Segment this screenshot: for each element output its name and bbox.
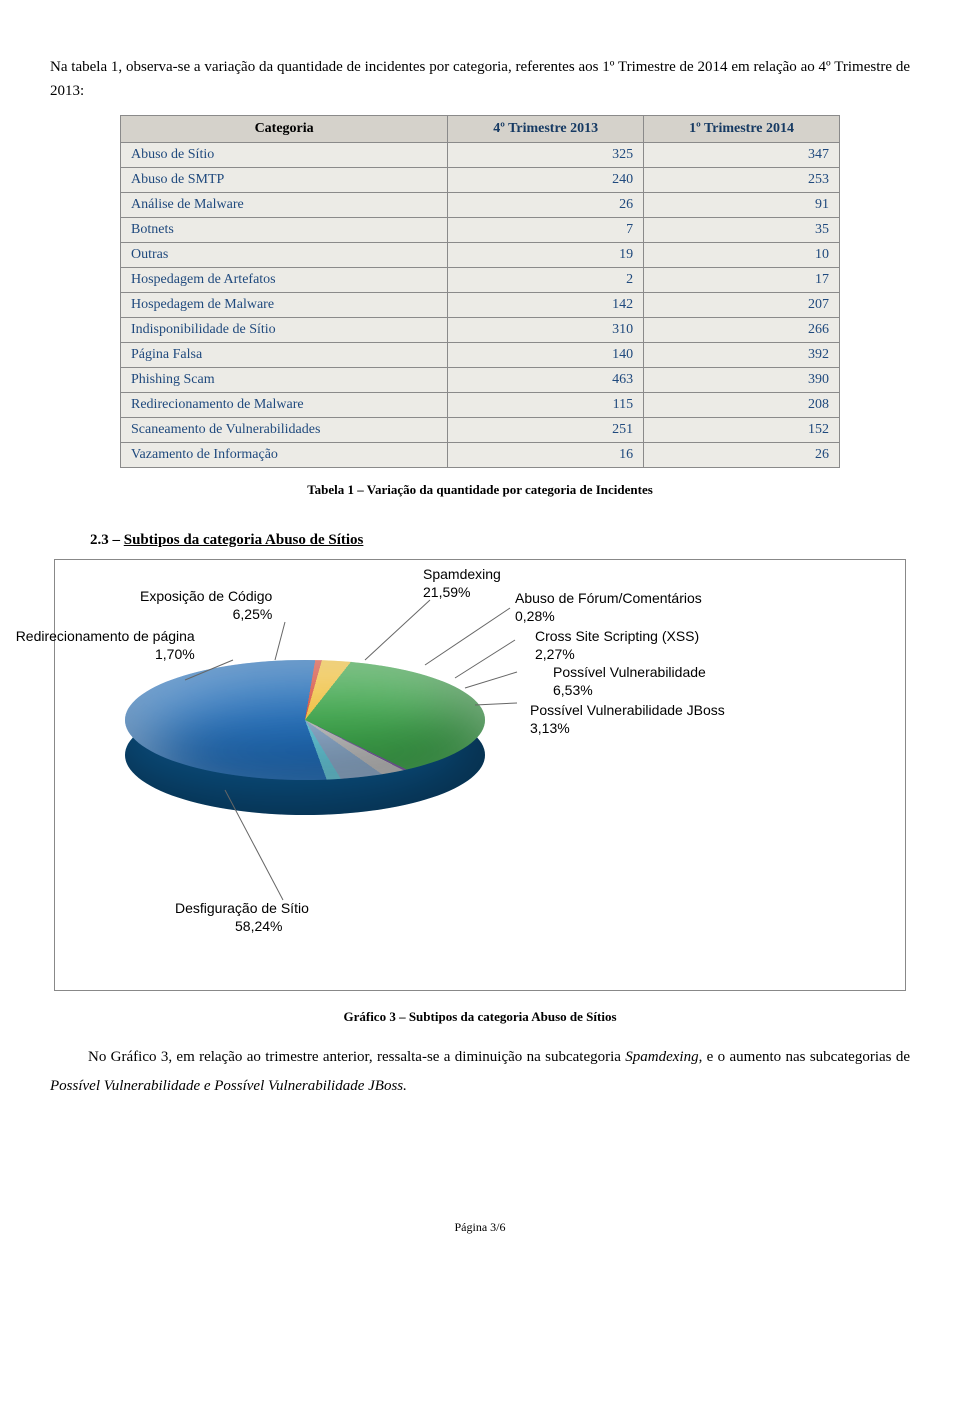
- label-jboss-name: Possível Vulnerabilidade JBoss: [530, 702, 725, 718]
- cell-q4: 16: [448, 443, 644, 468]
- label-xss-name: Cross Site Scripting (XSS): [535, 628, 699, 644]
- cell-q1: 91: [644, 193, 840, 218]
- cell-q4: 325: [448, 143, 644, 168]
- table-row: Botnets735: [121, 218, 840, 243]
- label-spamdexing-name: Spamdexing: [423, 566, 501, 582]
- table-caption: Tabela 1 – Variação da quantidade por ca…: [50, 482, 910, 498]
- col-header-q1-2014: 1º Trimestre 2014: [644, 116, 840, 143]
- table-row: Abuso de Sítio325347: [121, 143, 840, 168]
- label-exposicao: Exposição de Código 6,25%: [140, 588, 272, 623]
- table-header-row: Categoria 4º Trimestre 2013 1º Trimestre…: [121, 116, 840, 143]
- label-xss-pct: 2,27%: [535, 646, 575, 662]
- col-header-q4-2013: 4º Trimestre 2013: [448, 116, 644, 143]
- label-spamdexing-pct: 21,59%: [423, 584, 470, 600]
- para-text-1: No Gráfico 3, em relação ao trimestre an…: [88, 1049, 625, 1065]
- table-row: Scaneamento de Vulnerabilidades251152: [121, 418, 840, 443]
- cell-q1: 253: [644, 168, 840, 193]
- cell-q4: 19: [448, 243, 644, 268]
- cell-categoria: Scaneamento de Vulnerabilidades: [121, 418, 448, 443]
- cell-q4: 310: [448, 318, 644, 343]
- cell-q1: 207: [644, 293, 840, 318]
- cell-q1: 208: [644, 393, 840, 418]
- cell-q4: 251: [448, 418, 644, 443]
- cell-q1: 26: [644, 443, 840, 468]
- table-row: Página Falsa140392: [121, 343, 840, 368]
- table-row: Hospedagem de Malware142207: [121, 293, 840, 318]
- label-desfig-pct: 58,24%: [175, 918, 282, 934]
- col-header-categoria: Categoria: [121, 116, 448, 143]
- cell-q4: 463: [448, 368, 644, 393]
- label-exposicao-name: Exposição de Código: [140, 588, 272, 604]
- para-italic-vuln: Possível Vulnerabilidade e Possível Vuln…: [50, 1078, 407, 1094]
- analysis-paragraph: No Gráfico 3, em relação ao trimestre an…: [50, 1043, 910, 1100]
- label-vuln-name: Possível Vulnerabilidade: [553, 664, 706, 680]
- cell-q1: 17: [644, 268, 840, 293]
- cell-categoria: Hospedagem de Malware: [121, 293, 448, 318]
- cell-q4: 115: [448, 393, 644, 418]
- cell-q4: 2: [448, 268, 644, 293]
- label-jboss-pct: 3,13%: [530, 720, 570, 736]
- table-row: Indisponibilidade de Sítio310266: [121, 318, 840, 343]
- cell-q4: 140: [448, 343, 644, 368]
- label-abuso-pct: 0,28%: [515, 608, 555, 624]
- para-italic-spamdexing: Spamdexing: [625, 1049, 698, 1065]
- label-redir-name: Redirecionamento de página: [16, 628, 195, 644]
- cell-categoria: Vazamento de Informação: [121, 443, 448, 468]
- section-heading: 2.3 – Subtipos da categoria Abuso de Sít…: [90, 532, 910, 549]
- cell-q1: 10: [644, 243, 840, 268]
- label-spamdexing: Spamdexing 21,59%: [423, 566, 501, 601]
- label-exposicao-pct: 6,25%: [233, 606, 273, 622]
- cell-q1: 392: [644, 343, 840, 368]
- table-row: Vazamento de Informação1626: [121, 443, 840, 468]
- pie-top-face: [125, 660, 485, 780]
- label-redir: Redirecionamento de página 1,70%: [15, 628, 195, 663]
- cell-q4: 7: [448, 218, 644, 243]
- intro-paragraph: Na tabela 1, observa-se a variação da qu…: [50, 55, 910, 103]
- label-vuln: Possível Vulnerabilidade 6,53%: [553, 664, 706, 699]
- cell-q1: 390: [644, 368, 840, 393]
- cell-categoria: Indisponibilidade de Sítio: [121, 318, 448, 343]
- label-desfig: Desfiguração de Sítio 58,24%: [175, 900, 309, 935]
- cell-q1: 347: [644, 143, 840, 168]
- chart-caption: Gráfico 3 – Subtipos da categoria Abuso …: [50, 1009, 910, 1025]
- para-text-3: , e o aumento nas subcategorias de: [699, 1049, 910, 1065]
- label-redir-pct: 1,70%: [15, 646, 195, 662]
- table-row: Abuso de SMTP240253: [121, 168, 840, 193]
- table-row: Outras1910: [121, 243, 840, 268]
- cell-categoria: Hospedagem de Artefatos: [121, 268, 448, 293]
- cell-q1: 35: [644, 218, 840, 243]
- section-title: Subtipos da categoria Abuso de Sítios: [124, 532, 364, 548]
- cell-categoria: Página Falsa: [121, 343, 448, 368]
- label-abuso: Abuso de Fórum/Comentários 0,28%: [515, 590, 702, 625]
- label-vuln-pct: 6,53%: [553, 682, 593, 698]
- cell-categoria: Abuso de Sítio: [121, 143, 448, 168]
- cell-q4: 26: [448, 193, 644, 218]
- cell-categoria: Abuso de SMTP: [121, 168, 448, 193]
- pie-chart-container: Spamdexing 21,59% Exposição de Código 6,…: [54, 559, 906, 991]
- cell-categoria: Redirecionamento de Malware: [121, 393, 448, 418]
- section-number: 2.3 –: [90, 532, 124, 548]
- cell-categoria: Outras: [121, 243, 448, 268]
- cell-q4: 240: [448, 168, 644, 193]
- cell-categoria: Phishing Scam: [121, 368, 448, 393]
- label-xss: Cross Site Scripting (XSS) 2,27%: [535, 628, 699, 663]
- cell-categoria: Análise de Malware: [121, 193, 448, 218]
- table-row: Análise de Malware2691: [121, 193, 840, 218]
- label-desfig-name: Desfiguração de Sítio: [175, 900, 309, 916]
- cell-categoria: Botnets: [121, 218, 448, 243]
- label-abuso-name: Abuso de Fórum/Comentários: [515, 590, 702, 606]
- table-row: Redirecionamento de Malware115208: [121, 393, 840, 418]
- cell-q4: 142: [448, 293, 644, 318]
- pie-chart: [125, 640, 485, 870]
- incidents-table: Categoria 4º Trimestre 2013 1º Trimestre…: [120, 115, 840, 468]
- label-jboss: Possível Vulnerabilidade JBoss 3,13%: [530, 702, 725, 737]
- cell-q1: 266: [644, 318, 840, 343]
- table-row: Phishing Scam463390: [121, 368, 840, 393]
- page-footer: Página 3/6: [50, 1220, 910, 1235]
- table-row: Hospedagem de Artefatos217: [121, 268, 840, 293]
- cell-q1: 152: [644, 418, 840, 443]
